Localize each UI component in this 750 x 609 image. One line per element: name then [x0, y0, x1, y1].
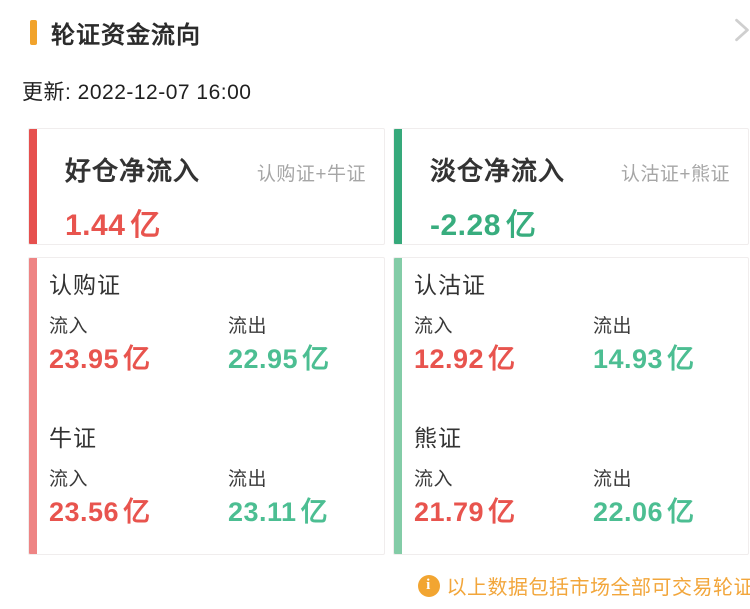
footnote-text: 以上数据包括市场全部可交易轮证 — [446, 577, 750, 599]
summary-card-long: 好仓净流入 认购证+牛证 1.44 亿 — [28, 128, 385, 245]
footnote: i 以上数据包括市场全部可交易轮证 — [417, 571, 750, 600]
outflow-value: 22.95 亿 — [228, 344, 374, 374]
outflow-unit: 亿 — [667, 497, 695, 527]
inflow-number: 12.92 — [414, 344, 485, 374]
section-name: 熊证 — [414, 425, 462, 451]
inflow-unit: 亿 — [488, 497, 516, 527]
summary-value-short: -2.28 亿 — [430, 200, 730, 244]
accent-bar-red — [29, 129, 37, 244]
outflow-unit: 亿 — [302, 344, 330, 374]
inflow-unit: 亿 — [123, 344, 151, 374]
chevron-right-icon[interactable] — [729, 16, 750, 44]
outflow-label: 流出 — [593, 316, 633, 337]
inflow-label: 流入 — [414, 316, 454, 337]
summary-title-short: 淡仓净流入 — [430, 156, 566, 186]
inflow-label: 流入 — [414, 469, 454, 490]
outflow-label: 流出 — [228, 469, 268, 490]
inflow-unit: 亿 — [488, 344, 516, 374]
outflow-unit: 亿 — [667, 344, 695, 374]
outflow-value: 14.93 亿 — [593, 344, 738, 374]
inflow-value: 23.95 亿 — [49, 344, 228, 374]
summary-value-long: 1.44 亿 — [65, 200, 366, 244]
inflow-value: 21.79 亿 — [414, 497, 593, 527]
inflow-value: 23.56 亿 — [49, 497, 228, 527]
inflow-unit: 亿 — [123, 497, 151, 527]
section-bull-certificates: 牛证 流入 23.56 亿 流出 23.11 亿 — [49, 424, 374, 527]
detail-card-short: 认沽证 流入 12.92 亿 流出 14.93 亿 熊证 — [393, 257, 749, 555]
inflow-number: 21.79 — [414, 497, 485, 527]
summary-value-unit: 亿 — [130, 209, 161, 242]
inflow-number: 23.56 — [49, 497, 120, 527]
summary-subtitle-long: 认购证+牛证 — [256, 164, 366, 185]
inflow-value: 12.92 亿 — [414, 344, 593, 374]
section-name: 认购证 — [49, 272, 121, 298]
outflow-number: 23.11 — [228, 497, 297, 527]
inflow-number: 23.95 — [49, 344, 120, 374]
outflow-number: 22.06 — [593, 497, 664, 527]
inflow-label: 流入 — [49, 316, 89, 337]
update-time: 更新: 2022-12-07 16:00 — [22, 81, 252, 104]
outflow-unit: 亿 — [300, 497, 329, 527]
section-name: 认沽证 — [414, 272, 486, 298]
outflow-value: 22.06 亿 — [593, 497, 738, 527]
accent-bar-red-light — [29, 258, 37, 554]
accent-bar-green — [394, 129, 402, 244]
outflow-label: 流出 — [228, 316, 268, 337]
title-marker-bar — [30, 20, 37, 45]
info-icon: i — [417, 574, 440, 597]
summary-title-long: 好仓净流入 — [65, 156, 201, 186]
summary-value-unit: 亿 — [505, 209, 537, 242]
section-bear-certificates: 熊证 流入 21.79 亿 流出 22.06 亿 — [414, 424, 738, 527]
summary-card-short: 淡仓净流入 认沽证+熊证 -2.28 亿 — [393, 128, 749, 245]
summary-value-number: 1.44 — [65, 209, 126, 242]
outflow-value: 23.11 亿 — [228, 497, 374, 527]
outflow-label: 流出 — [593, 469, 633, 490]
section-put-warrants: 认沽证 流入 12.92 亿 流出 14.93 亿 — [414, 271, 738, 374]
summary-value-number: -2.28 — [430, 209, 501, 242]
section-call-warrants: 认购证 流入 23.95 亿 流出 22.95 亿 — [49, 271, 374, 374]
outflow-number: 14.93 — [593, 344, 664, 374]
section-header: 轮证资金流向 — [30, 15, 201, 50]
detail-card-long: 认购证 流入 23.95 亿 流出 22.95 亿 牛证 — [28, 257, 385, 555]
inflow-label: 流入 — [49, 469, 89, 490]
outflow-number: 22.95 — [228, 344, 299, 374]
section-name: 牛证 — [49, 425, 97, 451]
accent-bar-green-light — [394, 258, 402, 554]
summary-subtitle-short: 认沽证+熊证 — [620, 164, 730, 185]
page-title: 轮证资金流向 — [51, 22, 201, 49]
